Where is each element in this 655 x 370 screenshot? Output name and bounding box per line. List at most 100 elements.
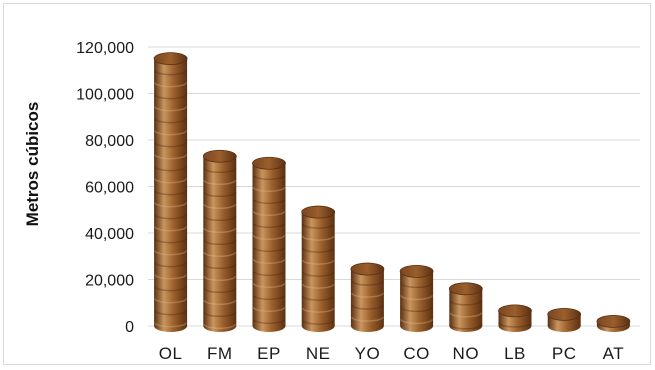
x-tick-label: YO: [355, 344, 381, 363]
bar-texture: [301, 319, 335, 325]
bar-yo: [350, 262, 385, 332]
bar-texture: [449, 324, 483, 330]
x-tick-label: NE: [306, 344, 331, 363]
bar-top: [399, 264, 434, 278]
bar-texture: [301, 307, 335, 313]
bar-body: [252, 163, 286, 332]
bar-texture: [154, 166, 187, 172]
bar-texture: [301, 283, 335, 289]
x-tick-label: EP: [257, 344, 281, 363]
bar-texture: [351, 316, 384, 322]
bar-texture: [203, 300, 237, 306]
bar-top: [448, 282, 483, 296]
bar-texture: [154, 298, 187, 304]
bar-texture: [351, 304, 384, 310]
bar-texture: [400, 283, 433, 289]
bar-texture: [154, 94, 187, 100]
bar-texture: [203, 180, 237, 186]
bar-texture: [203, 240, 237, 246]
bar-texture: [400, 295, 433, 301]
bar-body: [449, 288, 483, 332]
bar-texture: [154, 118, 187, 124]
bar-texture: [203, 168, 237, 174]
bar-top: [547, 307, 582, 321]
y-tick-label: 120,000: [76, 40, 134, 57]
bar-texture: [252, 282, 286, 288]
bar-texture: [498, 322, 532, 328]
bar-lb: [498, 304, 532, 332]
bar-top: [301, 205, 336, 219]
bar-texture: [203, 264, 237, 270]
bar-texture: [203, 324, 237, 330]
y-tick-label: 100,000: [76, 87, 134, 104]
bar-texture: [203, 192, 237, 198]
bar-texture: [203, 228, 237, 234]
bar-texture: [252, 318, 286, 324]
y-axis-ticks: 0 20,000 40,000 60,000 80,000 100,000 120,000: [76, 40, 134, 336]
bar-texture: [252, 270, 286, 276]
bar-texture: [154, 82, 187, 88]
bar-texture: [252, 222, 286, 228]
bar-body: [350, 269, 384, 332]
bar-texture: [203, 288, 237, 294]
bar-body: [301, 212, 335, 332]
bar-top: [350, 262, 385, 276]
bar-texture: [154, 274, 187, 280]
bar-texture: [252, 258, 286, 264]
bar-texture: [449, 300, 483, 306]
bar-texture: [154, 286, 187, 292]
y-tick-label: 60,000: [85, 180, 134, 197]
bar-texture: [154, 106, 187, 112]
bars: [153, 52, 631, 332]
x-tick-label: FM: [207, 344, 233, 363]
x-tick-label: PC: [552, 344, 577, 363]
bar-top: [498, 304, 532, 318]
bar-body: [400, 271, 434, 332]
x-tick-label: CO: [403, 344, 430, 363]
bar-texture: [203, 252, 237, 258]
bar-texture: [301, 247, 335, 253]
x-tick-label: LB: [504, 344, 526, 363]
bar-texture: [154, 226, 187, 232]
bar-top: [202, 149, 237, 163]
bar-texture: [301, 235, 335, 241]
bar-co: [399, 264, 434, 332]
bar-texture: [203, 216, 237, 222]
bar-body: [203, 156, 237, 332]
x-tick-label: OL: [159, 344, 183, 363]
bar-texture: [154, 262, 187, 268]
bar-texture: [154, 178, 187, 184]
bar-texture: [351, 292, 384, 298]
bar-texture: [301, 259, 335, 265]
bar-texture: [351, 280, 384, 286]
bar-pc: [547, 307, 582, 332]
bar-texture: [252, 186, 286, 192]
x-tick-label: NO: [453, 344, 480, 363]
bar-fm: [202, 149, 237, 332]
bar-texture: [154, 238, 187, 244]
bar-texture: [154, 70, 187, 76]
bar-texture: [400, 307, 433, 313]
bar-ne: [301, 205, 336, 332]
y-tick-label: 20,000: [85, 273, 134, 290]
bar-texture: [301, 223, 335, 229]
bar-top: [153, 52, 188, 66]
bar-texture: [400, 319, 433, 325]
bar-texture: [301, 295, 335, 301]
bar-texture: [203, 204, 237, 210]
bar-texture: [252, 306, 286, 312]
x-tick-label: AT: [603, 344, 624, 363]
bar-ep: [252, 156, 286, 332]
bar-top: [596, 314, 631, 328]
bar-body: [154, 58, 188, 332]
bar-texture: [252, 234, 286, 240]
bar-texture: [154, 310, 187, 316]
y-tick-label: 40,000: [85, 226, 134, 243]
y-tick-label: 0: [125, 319, 134, 336]
bar-texture: [154, 214, 187, 220]
bar-texture: [154, 142, 187, 148]
bar-texture: [301, 271, 335, 277]
bar-at: [596, 314, 631, 332]
bar-texture: [252, 174, 286, 180]
